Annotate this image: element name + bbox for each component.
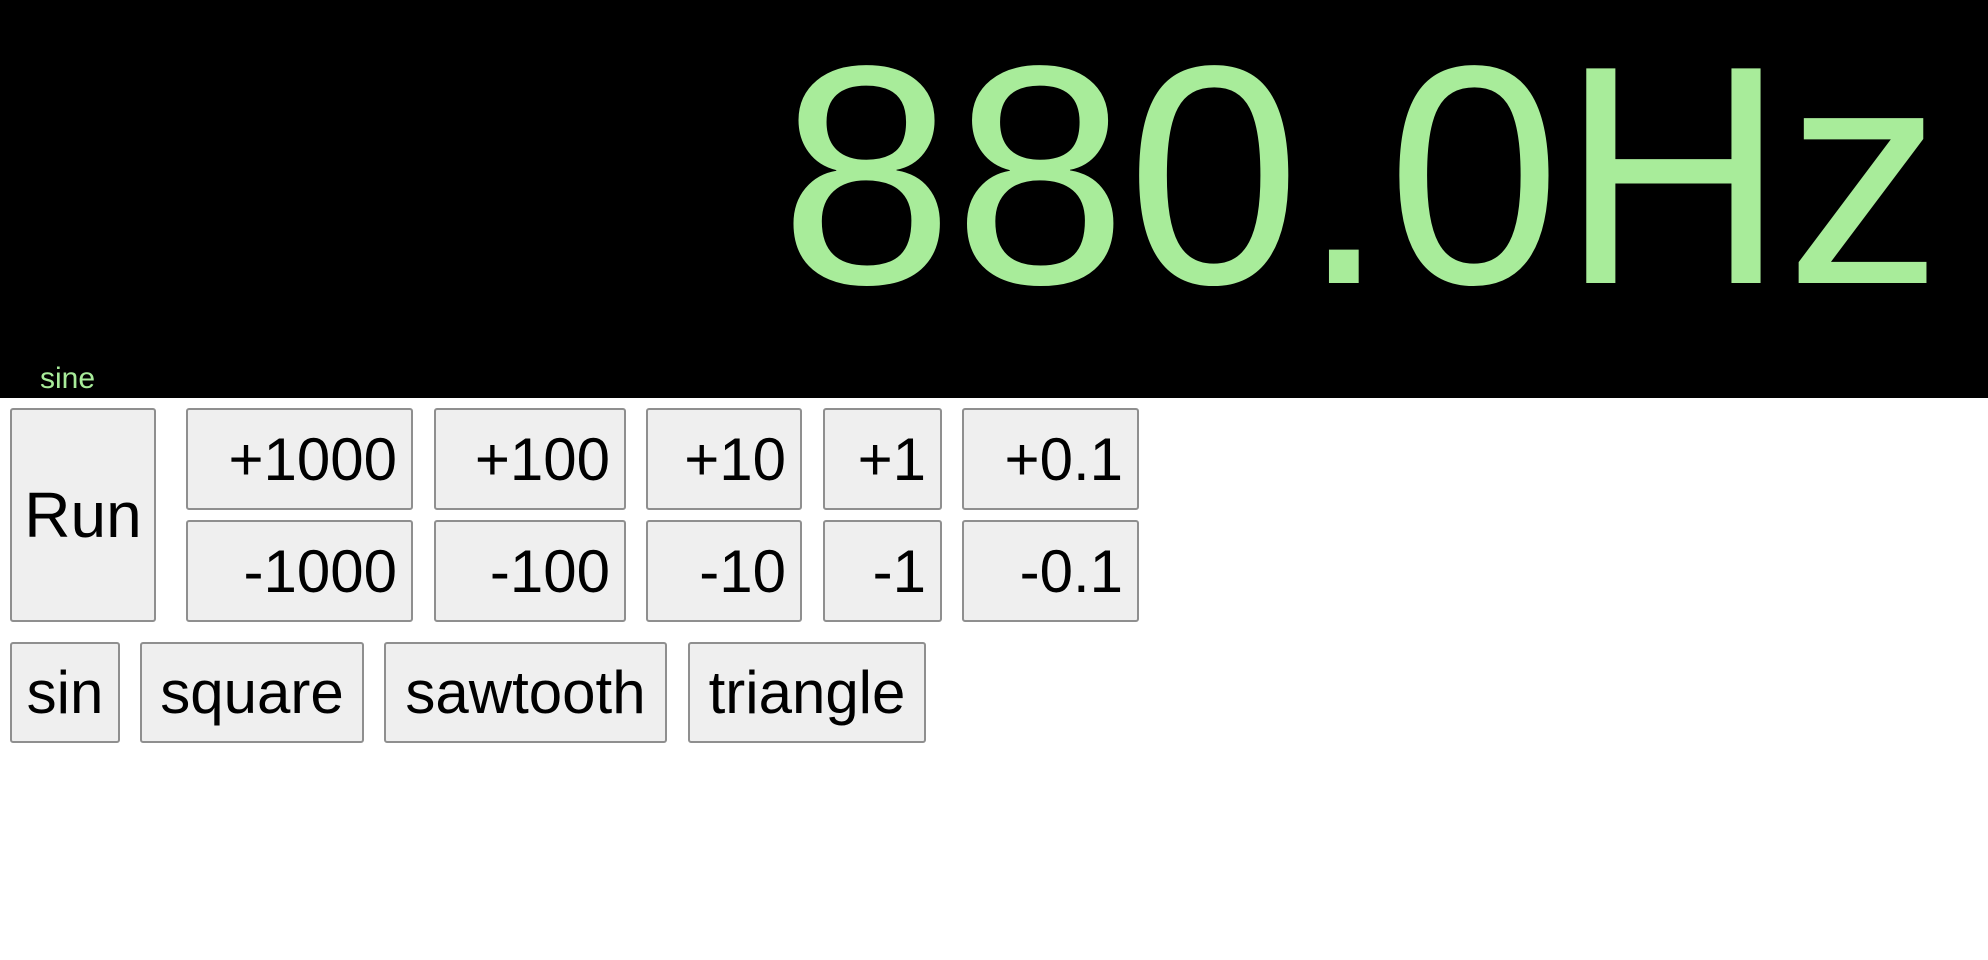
waveform-sin-button[interactable]: sin <box>10 642 120 743</box>
decrease-1-button[interactable]: -1 <box>823 520 942 622</box>
decrease-1000-button[interactable]: -1000 <box>186 520 413 622</box>
decrease-100-button[interactable]: -100 <box>434 520 626 622</box>
increase-0-1-button[interactable]: +0.1 <box>962 408 1139 510</box>
frequency-display: 880.0Hz sine <box>0 0 1988 398</box>
decrease-0-1-button[interactable]: -0.1 <box>962 520 1139 622</box>
increase-10-button[interactable]: +10 <box>646 408 802 510</box>
increase-100-button[interactable]: +100 <box>434 408 626 510</box>
run-button[interactable]: Run <box>10 408 156 622</box>
waveform-triangle-button[interactable]: triangle <box>688 642 926 743</box>
waveform-square-button[interactable]: square <box>140 642 364 743</box>
increase-1000-button[interactable]: +1000 <box>186 408 413 510</box>
increase-1-button[interactable]: +1 <box>823 408 942 510</box>
frequency-readout: 880.0Hz <box>779 2 1942 350</box>
decrease-10-button[interactable]: -10 <box>646 520 802 622</box>
waveform-label: sine <box>40 362 96 395</box>
waveform-sawtooth-button[interactable]: sawtooth <box>384 642 667 743</box>
